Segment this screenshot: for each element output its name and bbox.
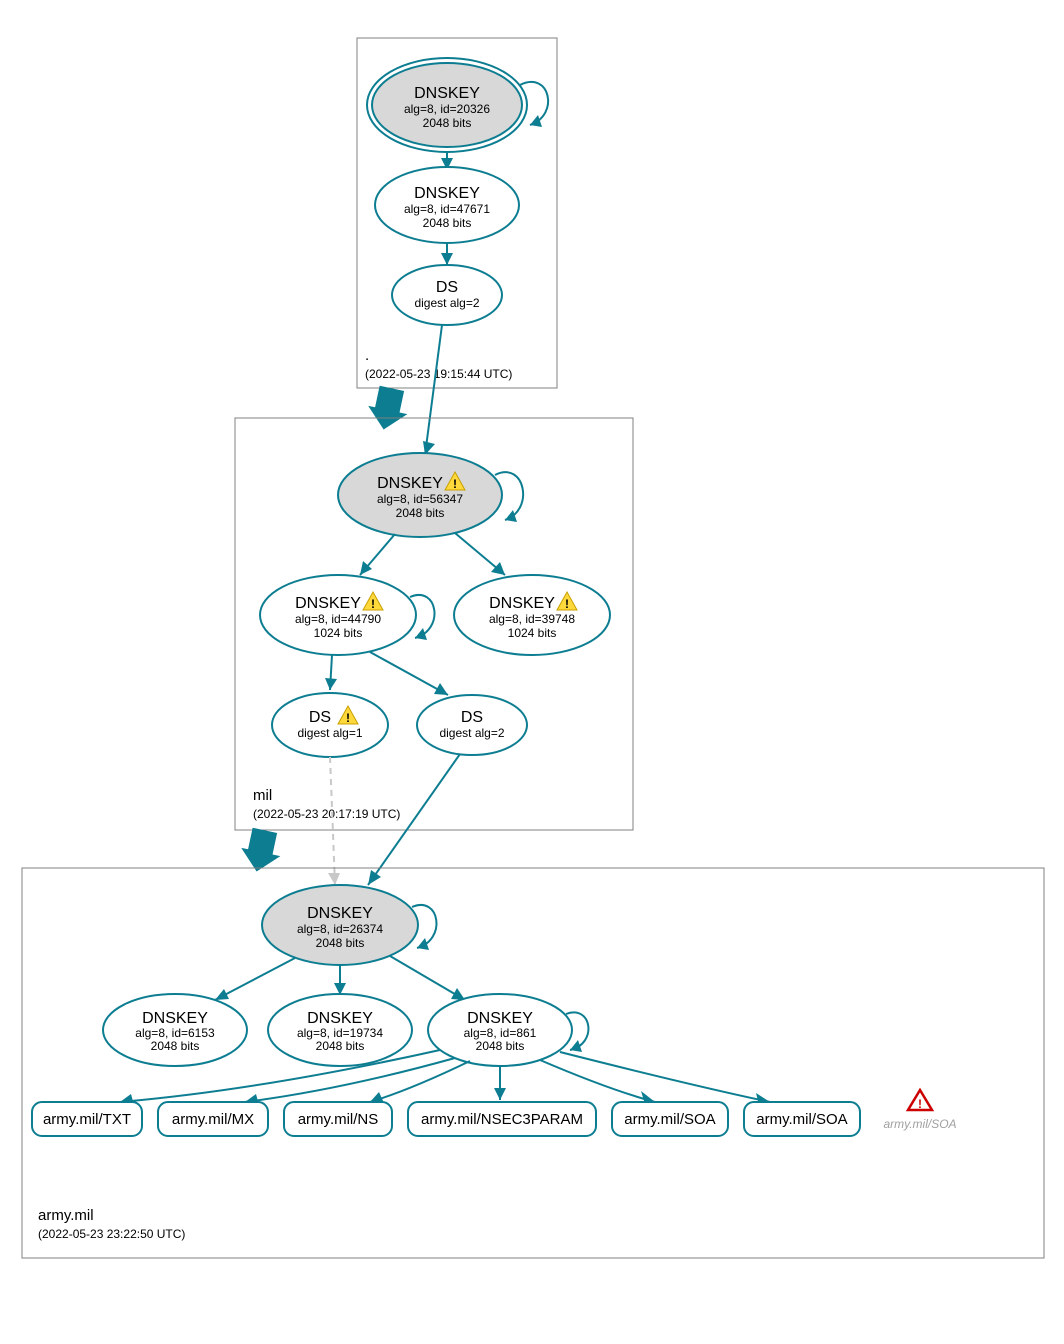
svg-text:digest alg=2: digest alg=2 [414,296,479,310]
svg-text:alg=8, id=6153: alg=8, id=6153 [135,1026,215,1040]
svg-text:DNSKEY: DNSKEY [307,905,373,922]
svg-text:DNSKEY: DNSKEY [489,595,555,612]
svg-text:2048 bits: 2048 bits [151,1039,200,1053]
edge-armyksk-zsk1 [215,958,295,1000]
svg-text:DS: DS [461,709,483,726]
svg-text:2048 bits: 2048 bits [316,936,365,950]
svg-text:army.mil/NS: army.mil/NS [298,1111,379,1128]
zone-ts-mil: (2022-05-23 20:17:19 UTC) [253,807,400,821]
node-mil-ds2: DS digest alg=2 [417,695,527,755]
node-army-zsk3: DNSKEY alg=8, id=861 2048 bits [428,994,572,1066]
svg-text:!: ! [371,597,375,611]
svg-text:DNSKEY: DNSKEY [377,475,443,492]
svg-text:!: ! [346,711,350,725]
zone-ts-root: (2022-05-23 19:15:44 UTC) [365,367,512,381]
svg-text:DNSKEY: DNSKEY [467,1010,533,1027]
svg-text:!: ! [565,597,569,611]
extra-rr-error: ! army.mil/SOA [883,1090,956,1131]
svg-text:alg=8, id=19734: alg=8, id=19734 [297,1026,383,1040]
svg-text:!: ! [918,1097,922,1111]
svg-text:2048 bits: 2048 bits [476,1039,525,1053]
edge-armyksk-zsk3 [390,956,465,1000]
node-mil-zsk1: DNSKEY alg=8, id=44790 1024 bits ! [260,575,416,655]
edge-zsk3-rr5 [560,1052,770,1102]
svg-text:1024 bits: 1024 bits [314,626,363,640]
zone-arrow-root-mil [364,384,412,433]
node-army-zsk1: DNSKEY alg=8, id=6153 2048 bits [103,994,247,1066]
svg-text:DNSKEY: DNSKEY [142,1010,208,1027]
rr-boxes: army.mil/TXT army.mil/MX army.mil/NS arm… [32,1102,860,1136]
svg-text:digest alg=2: digest alg=2 [439,726,504,740]
node-root-ksk: DNSKEY alg=8, id=20326 2048 bits [367,58,527,152]
edge-ds1-armyksk [330,757,335,885]
svg-text:DNSKEY: DNSKEY [414,185,480,202]
svg-text:2048 bits: 2048 bits [316,1039,365,1053]
svg-text:army.mil/NSEC3PARAM: army.mil/NSEC3PARAM [421,1111,583,1128]
svg-text:2048 bits: 2048 bits [423,116,472,130]
node-mil-ds1: DS digest alg=1 ! [272,693,388,757]
svg-text:alg=8, id=39748: alg=8, id=39748 [489,612,575,626]
node-root-zsk: DNSKEY alg=8, id=47671 2048 bits [375,167,519,243]
zone-label-root: . [365,347,369,364]
zone-label-mil: mil [253,787,272,804]
edge-zsk1-ds2 [370,652,448,695]
svg-text:alg=8, id=47671: alg=8, id=47671 [404,202,490,216]
svg-text:DS: DS [309,709,331,726]
svg-text:army.mil/MX: army.mil/MX [172,1111,254,1128]
dnssec-diagram: . (2022-05-23 19:15:44 UTC) DNSKEY alg=8… [10,10,1054,1334]
svg-text:DNSKEY: DNSKEY [295,595,361,612]
node-army-zsk2: DNSKEY alg=8, id=19734 2048 bits [268,994,412,1066]
svg-text:2048 bits: 2048 bits [423,216,472,230]
svg-text:army.mil/SOA: army.mil/SOA [756,1111,847,1128]
node-mil-zsk2: DNSKEY alg=8, id=39748 1024 bits ! [454,575,610,655]
node-root-ds: DS digest alg=2 [392,265,502,325]
edge-zsk3-rr4 [540,1060,655,1102]
edge-rootds-milksk [425,325,442,455]
zone-ts-army: (2022-05-23 23:22:50 UTC) [38,1227,185,1241]
svg-text:DNSKEY: DNSKEY [307,1010,373,1027]
node-mil-ksk: DNSKEY alg=8, id=56347 2048 bits ! [338,453,502,537]
svg-text:alg=8, id=20326: alg=8, id=20326 [404,102,490,116]
svg-text:alg=8, id=56347: alg=8, id=56347 [377,492,463,506]
svg-text:digest alg=1: digest alg=1 [297,726,362,740]
svg-text:army.mil/SOA: army.mil/SOA [883,1117,956,1131]
svg-text:DNSKEY: DNSKEY [414,85,480,102]
svg-text:alg=8, id=861: alg=8, id=861 [464,1026,537,1040]
node-army-ksk: DNSKEY alg=8, id=26374 2048 bits [262,885,418,965]
svg-text:1024 bits: 1024 bits [508,626,557,640]
svg-text:army.mil/TXT: army.mil/TXT [43,1111,131,1128]
svg-text:army.mil/SOA: army.mil/SOA [624,1111,715,1128]
svg-text:alg=8, id=26374: alg=8, id=26374 [297,922,383,936]
zone-label-army: army.mil [38,1207,94,1224]
svg-text:DS: DS [436,279,458,296]
svg-text:2048 bits: 2048 bits [396,506,445,520]
svg-text:!: ! [453,477,457,491]
svg-text:alg=8, id=44790: alg=8, id=44790 [295,612,381,626]
